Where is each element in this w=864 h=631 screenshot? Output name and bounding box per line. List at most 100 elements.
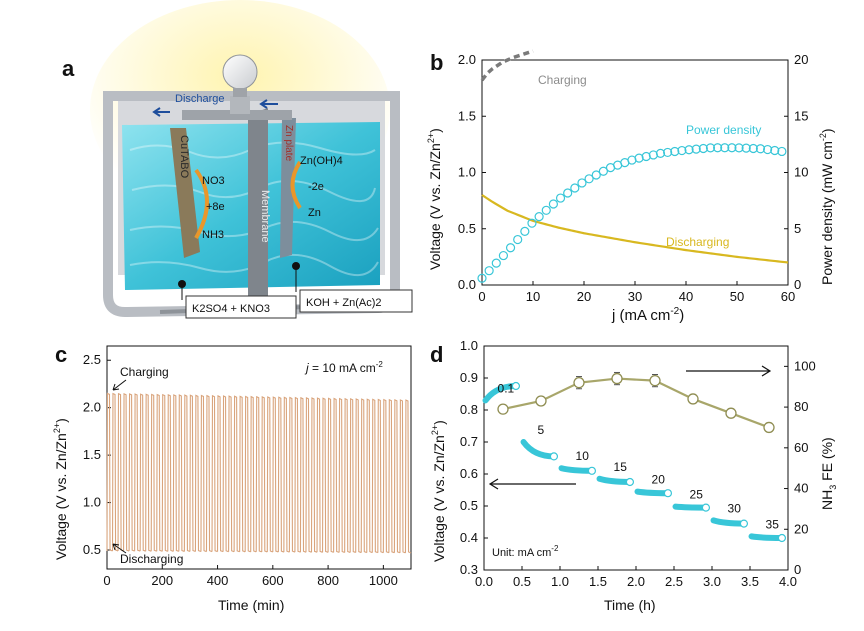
current-density-label: 5 [538,423,545,437]
panel-b-x-ticks: 0 10 20 30 40 50 60 [478,281,795,304]
panel-c-x-ticks: 0 200 400 600 800 1000 [103,565,398,588]
power-density-point [634,153,644,163]
voltage-segment-end-point [739,519,749,528]
power-density-point [648,150,658,160]
fe-point [497,403,509,415]
panel-c-charging-label: Charging [120,365,169,379]
power-density-point [684,145,694,155]
panel-c-x-tick-label: 1000 [369,573,398,588]
panel-b-plot-area [481,59,789,286]
zn-label: Zn [308,207,321,219]
panel-d-y2-label: NH3 FE (%) [819,437,838,510]
panel-c-y-tick-label: 2.5 [83,352,101,367]
panel-d-series: 0.1 5 10 15 20 25 30 35 [482,371,787,543]
panel-d-y-ticks: 0.3 0.4 0.5 0.6 0.7 0.8 0.9 1.0 [460,338,488,577]
panel-d-unit-note: Unit: mA cm-2 [492,544,559,559]
power-density-point [555,193,566,203]
panel-c-y-label: Voltage (V vs. Zn/Zn2+) [52,418,69,560]
panel-d-y-tick-label: 0.6 [460,466,478,481]
membrane-label: Membrane [259,190,271,243]
panel-b-x-tick-label: 30 [628,289,642,304]
panel-c-x-tick-label: 0 [103,573,110,588]
fe-point [573,377,585,389]
panel-d-x-tick-label: 3.0 [703,574,721,589]
power-density-point [591,170,601,180]
power-density-point [477,273,487,283]
panel-d-x-label: Time (h) [604,597,656,613]
power-density-point [713,143,723,153]
panel-c-chart: c 0 200 400 600 800 1000 0.5 1.0 1.5 2.0 2.5 Time… [52,342,412,613]
panel-a-illustration: a Membrane CuTABO Zn plate Discharge [62,0,413,319]
power-density-point [655,148,666,158]
panel-c-x-tick-label: 400 [207,573,229,588]
panel-b-x-tick-label: 50 [730,289,744,304]
power-density-point [691,144,701,154]
panel-d-y2-tick-label: 0 [794,562,801,577]
charging-legend: Charging [538,73,587,87]
current-density-label: 15 [614,460,628,474]
anode-label: Zn plate [283,125,294,162]
voltage-segment-end-point [663,489,673,498]
nh3-label: NH3 [202,229,224,241]
right-electrolyte-label: KOH + Zn(Ac)2 [306,297,382,309]
panel-d-x-tick-label: 2.5 [665,574,683,589]
discharging-arrow-icon [112,543,127,554]
power-density-point [577,178,587,188]
panel-c-x-tick-label: 600 [262,573,284,588]
panel-d-y-tick-label: 0.9 [460,370,478,385]
power-density-point [505,243,516,253]
voltage-segment-end-point [625,477,635,487]
panel-d-y2-tick-label: 60 [794,440,808,455]
discharging-curve [481,194,789,264]
panel-b-y-tick-label: 1.0 [458,165,476,180]
discharge-arrow-right-icon [259,99,278,109]
power-density-point [484,266,494,276]
panel-b-y2-label: Power density (mW cm-2) [818,128,835,285]
panel-d-x-tick-label: 0.5 [513,574,531,589]
light-bulb-icon [222,54,258,90]
power-density-point [741,143,751,153]
panel-c-y-tick-label: 1.5 [83,447,101,462]
power-density-point [641,151,651,162]
panel-b-x-tick-label: 40 [679,289,693,304]
panel-d-y-tick-label: 0.7 [460,434,478,449]
panel-d-y-tick-label: 0.3 [460,562,478,577]
panel-d-y-tick-label: 0.8 [460,402,478,417]
current-density-label: 10 [576,449,590,463]
zn-oh4-label: Zn(OH)4 [300,155,343,167]
voltage-segment [748,533,785,541]
panel-c-x-tick-label: 800 [317,573,339,588]
fe-point [649,374,661,387]
left-electrolyte-label: K2SO4 + KNO3 [192,303,270,315]
voltage-segment [672,503,709,511]
power-density-point [727,143,737,153]
voltage-segment-end-point [511,381,521,391]
power-density-legend: Power density [686,123,761,137]
panel-c-x-tick-label: 200 [151,573,173,588]
panel-b-x-label: j (mA cm-2) [611,306,684,324]
panel-b-y-tick-label: 2.0 [458,52,476,67]
discharge-label: Discharge [175,93,225,105]
power-density-point [563,188,573,198]
panel-d-x-tick-label: 4.0 [779,574,797,589]
power-density-point [570,183,580,193]
top-connector [182,110,292,120]
panel-d-y-label: Voltage (V vs. Zn/Zn2+) [430,420,447,562]
anode-reaction-arrow-icon [290,160,302,210]
fe-line [502,377,770,429]
panel-d-x-tick-label: 1.5 [589,574,607,589]
power-density-point [748,143,758,154]
panel-d-y2-tick-label: 20 [794,521,808,536]
charging-arrow-icon [112,379,127,391]
panel-d-y-tick-label: 0.4 [460,530,478,545]
panel-d-x-tick-label: 0.0 [475,574,493,589]
power-density-point [491,258,501,268]
power-density-point [734,143,744,153]
panel-b-x-tick-label: 10 [526,289,540,304]
panel-c-y-ticks: 0.5 1.0 1.5 2.0 2.5 [83,352,111,557]
power-density-point [777,146,787,157]
panel-b-chart: b 0 10 20 30 40 50 60 0.0 0.5 1.0 1.5 2.0 0 5 10 15 20… [426,49,835,324]
panel-d-x-ticks: 0.0 0.5 1.0 1.5 2.0 2.5 3.0 3.5 4.0 [475,566,797,589]
voltage-segment-end-point [587,466,597,475]
